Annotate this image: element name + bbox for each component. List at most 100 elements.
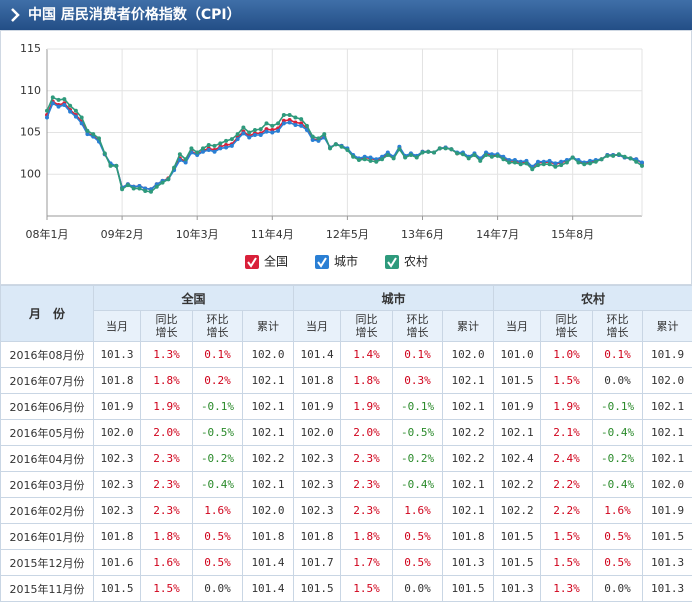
- subheader-text: 环比增长: [206, 313, 229, 339]
- data-point: [362, 157, 367, 162]
- data-point: [478, 158, 483, 163]
- cell: 101.3: [642, 549, 692, 576]
- group-header: 全国: [92, 285, 295, 311]
- data-point: [62, 97, 67, 102]
- cell: 101.8: [293, 523, 342, 550]
- data-point: [276, 121, 281, 126]
- x-tick-label: 11年4月: [251, 227, 294, 241]
- cell: 101.9: [93, 393, 141, 420]
- row-label: 2015年11月份: [0, 575, 94, 602]
- cell: 101.5: [642, 523, 692, 550]
- data-point: [472, 153, 477, 158]
- legend-check: [247, 257, 257, 268]
- cell: 0.2%: [192, 367, 243, 394]
- data-point: [229, 137, 234, 142]
- cell: 2.3%: [340, 471, 394, 498]
- data-point: [541, 162, 546, 167]
- cell: 102.3: [93, 445, 141, 472]
- data-point: [449, 147, 454, 152]
- data-point: [68, 109, 73, 114]
- subheader-text: 累计: [457, 319, 480, 333]
- x-tick-label: 09年2月: [101, 227, 144, 241]
- cell: -0.4%: [192, 471, 243, 498]
- y-tick-label: 110: [20, 84, 41, 97]
- data-point: [183, 160, 188, 165]
- data-point: [310, 138, 315, 143]
- cell: 102.3: [93, 497, 141, 524]
- cell: 102.0: [241, 341, 295, 368]
- data-point: [287, 120, 292, 125]
- data-point: [50, 95, 55, 100]
- row-label: 2016年05月份: [0, 419, 94, 446]
- row-label: 2016年07月份: [0, 367, 94, 394]
- y-tick-label: 105: [20, 126, 41, 139]
- cell: 102.1: [442, 367, 495, 394]
- cell: 101.9: [293, 393, 342, 420]
- cell: -0.5%: [192, 419, 243, 446]
- data-row: 2016年08月份 101.3 1.3% 0.1% 102.0 101.4 1.4% 0.1%…: [0, 341, 692, 368]
- cell: -0.2%: [592, 445, 644, 472]
- data-point: [73, 114, 78, 119]
- legend-label: 全国: [264, 254, 288, 269]
- subheader-text: 累计: [656, 319, 679, 333]
- data-point: [264, 129, 269, 134]
- data-point: [299, 123, 304, 128]
- data-point: [530, 167, 535, 172]
- data-point: [536, 163, 541, 168]
- data-point: [391, 156, 396, 161]
- data-point: [235, 132, 240, 137]
- data-point: [339, 144, 344, 149]
- y-tick-label: 100: [20, 167, 41, 180]
- subheader-text: 环比增长: [606, 313, 629, 339]
- data-point: [518, 162, 523, 167]
- data-point: [50, 101, 55, 106]
- data-point: [385, 153, 390, 158]
- cell: 0.5%: [192, 523, 243, 550]
- data-point: [501, 157, 506, 162]
- y-tick-label: 115: [20, 42, 41, 55]
- data-point: [62, 102, 67, 107]
- cpi-table: 月 份全国 城市 农村 当月 同比增长 环比增长 累计 当月 同比增长 环比增长 累计 当月 同比增长 环…: [0, 285, 692, 602]
- cell: 0.5%: [592, 549, 644, 576]
- data-point: [114, 163, 119, 168]
- data-point: [616, 152, 621, 157]
- data-row: 2016年04月份 102.3 2.3% -0.2% 102.2 102.3 2.3% -0.…: [0, 445, 692, 472]
- data-point: [414, 155, 419, 160]
- row-label: 2016年04月份: [0, 445, 94, 472]
- data-point: [264, 121, 269, 126]
- header-row: 月 份全国 城市 农村: [0, 285, 692, 342]
- cell: 102.1: [241, 419, 295, 446]
- cell: -0.5%: [392, 419, 444, 446]
- cell: -0.2%: [392, 445, 444, 472]
- cell: 101.5: [493, 523, 542, 550]
- cell: 101.8: [293, 367, 342, 394]
- header-arrow: [11, 8, 20, 22]
- data-point: [241, 131, 246, 136]
- chart-title: 中国 居民消费者价格指数（CPI）: [28, 6, 241, 23]
- data-point: [634, 159, 639, 164]
- data-row: 2015年12月份 101.6 1.6% 0.5% 101.4 101.7 1.7% 0.5%…: [0, 549, 692, 576]
- data-point: [553, 161, 558, 166]
- data-point: [489, 154, 494, 159]
- chart-frame: [0, 30, 692, 285]
- cell: 2.4%: [540, 445, 594, 472]
- cell: 0.5%: [192, 549, 243, 576]
- data-row: 2016年03月份 102.3 2.3% -0.4% 102.1 102.3 2.3% -0.…: [0, 471, 692, 498]
- cell: 0.5%: [392, 523, 444, 550]
- chart: 中国 居民消费者价格指数（CPI） 100 105 110 115 08年1月 09年2月…: [0, 0, 692, 285]
- data-point: [241, 125, 246, 130]
- data-row: 2016年05月份 102.0 2.0% -0.5% 102.1 102.0 2.0% -0.…: [0, 419, 692, 446]
- cell: 101.5: [293, 575, 342, 602]
- data-point: [570, 155, 575, 160]
- x-tick-label: 15年8月: [551, 227, 594, 241]
- cell: 1.6%: [140, 549, 193, 576]
- data-point: [304, 123, 309, 128]
- cell: 1.5%: [340, 575, 394, 602]
- data-point: [131, 186, 136, 191]
- subheader: 累计: [241, 310, 295, 342]
- cell: 2.2%: [540, 471, 594, 498]
- cell: 0.0%: [192, 575, 243, 602]
- data-point: [45, 115, 49, 120]
- cell: 1.9%: [540, 393, 594, 420]
- cell: 101.8: [93, 367, 141, 394]
